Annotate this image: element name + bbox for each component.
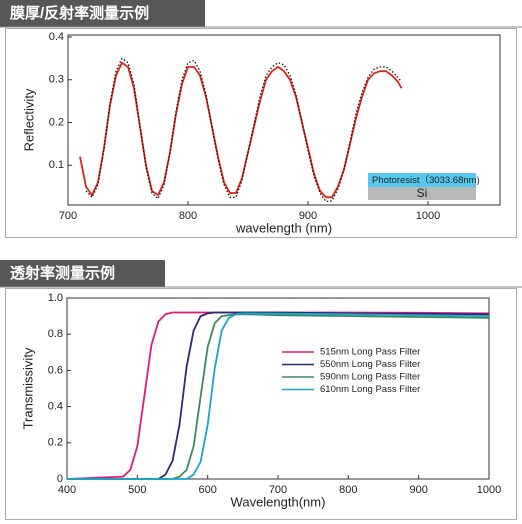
y-tick-label: 0.4 <box>49 31 64 43</box>
series-line <box>67 311 490 480</box>
legend-label: 550nm Long Pass Filter <box>320 359 420 370</box>
series-line <box>79 61 403 199</box>
plot-frame <box>67 34 501 206</box>
x-tick-label: 700 <box>269 484 287 496</box>
x-axis-label: wavelength (nm) <box>235 220 332 235</box>
series-line <box>85 57 403 203</box>
x-axis-label: Wavelength(nm) <box>231 494 326 509</box>
x-tick-label: 1000 <box>416 210 440 222</box>
x-tick-label: 900 <box>409 484 427 496</box>
section-tab <box>0 0 205 27</box>
section-tab <box>0 260 165 287</box>
section-title: 膜厚/反射率测量示例 <box>10 4 149 22</box>
series-line <box>67 312 490 480</box>
x-tick-label: 600 <box>198 484 216 496</box>
y-tick-label: 0.2 <box>48 437 63 449</box>
legend-label: 515nm Long Pass Filter <box>320 347 420 358</box>
layer-si <box>368 187 476 200</box>
layer-photoresist <box>368 173 476 187</box>
y-tick-label: 1.0 <box>48 292 63 304</box>
chart-box <box>5 28 517 238</box>
y-axis-label: Transmissivity <box>20 347 35 429</box>
y-axis-label: Reflectivity <box>21 88 36 151</box>
y-tick-label: 0.8 <box>48 328 63 340</box>
y-tick-label: 0.2 <box>49 116 64 128</box>
series-line <box>66 311 490 480</box>
x-tick-label: 900 <box>299 210 317 222</box>
x-tick-label: 800 <box>339 484 357 496</box>
legend-label: 610nm Long Pass Filter <box>320 384 420 395</box>
y-tick-label: 0.3 <box>49 74 64 86</box>
series-line <box>67 313 490 480</box>
x-tick-label: 500 <box>128 484 146 496</box>
y-tick-label: 0 <box>57 473 63 485</box>
section-title: 透射率测量示例 <box>10 264 115 282</box>
y-tick-label: 0.4 <box>48 401 63 413</box>
plot-frame <box>66 297 490 480</box>
y-tick-label: 0.6 <box>48 364 63 376</box>
layer-label: Si <box>417 186 428 200</box>
layer-label: Photoresist（3033.68nm) <box>372 174 480 186</box>
legend-label: 590nm Long Pass Filter <box>320 372 420 383</box>
x-tick-label: 800 <box>179 210 197 222</box>
y-tick-label: 0.1 <box>49 159 64 171</box>
x-tick-label: 400 <box>58 484 76 496</box>
x-tick-label: 1000 <box>477 484 501 496</box>
chart-box <box>5 288 517 520</box>
x-tick-label: 700 <box>59 210 77 222</box>
